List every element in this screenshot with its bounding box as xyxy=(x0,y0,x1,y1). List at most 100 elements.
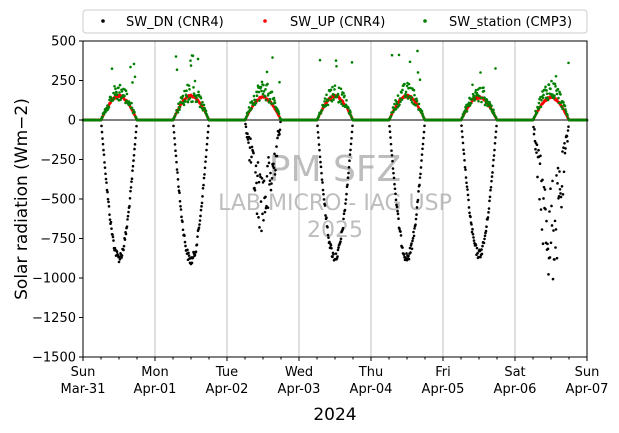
point-sw-dn xyxy=(260,177,264,180)
point-sw-dn xyxy=(490,179,493,183)
point-sw-dn xyxy=(253,186,256,190)
point-sw-dn xyxy=(257,216,260,219)
point-sw-station xyxy=(270,102,273,105)
point-sw-dn xyxy=(176,171,179,174)
point-sw-station xyxy=(553,82,557,86)
point-sw-dn xyxy=(113,246,117,250)
point-sw-station xyxy=(415,97,418,101)
point-sw-dn xyxy=(484,229,488,233)
point-sw-dn xyxy=(187,251,190,255)
point-sw-dn xyxy=(561,150,564,153)
point-sw-dn xyxy=(479,255,482,259)
point-sw-dn xyxy=(564,147,567,150)
point-sw-dn xyxy=(490,175,494,178)
point-sw-dn xyxy=(191,256,195,259)
point-sw-dn xyxy=(411,239,414,243)
point-sw-dn xyxy=(545,219,548,223)
point-sw-station xyxy=(263,95,267,98)
x-grid xyxy=(154,41,516,357)
point-sw-dn xyxy=(207,124,210,128)
point-sw-dn xyxy=(132,159,135,162)
point-sw-dn xyxy=(548,210,551,213)
point-sw-dn xyxy=(106,190,109,194)
point-sw-dn xyxy=(334,252,338,256)
point-sw-station xyxy=(549,87,552,91)
point-sw-dn xyxy=(398,227,401,231)
point-sw-dn xyxy=(493,141,497,145)
point-sw-station xyxy=(404,90,408,94)
point-sw-station xyxy=(408,95,411,98)
point-sw-dn xyxy=(328,240,331,244)
point-sw-dn xyxy=(255,212,259,216)
point-sw-dn xyxy=(342,212,346,216)
point-sw-station xyxy=(182,101,185,105)
point-sw-dn xyxy=(421,142,425,146)
point-sw-station xyxy=(272,96,276,100)
point-sw-dn xyxy=(206,136,209,140)
point-sw-dn xyxy=(488,195,492,199)
point-sw-dn xyxy=(256,161,260,164)
point-sw-dn xyxy=(466,188,469,191)
point-sw-station xyxy=(191,100,194,103)
point-sw-station xyxy=(334,59,338,62)
point-sw-dn xyxy=(388,130,392,134)
point-sw-station xyxy=(406,97,410,100)
point-sw-dn xyxy=(391,167,395,170)
point-sw-station xyxy=(407,86,410,90)
point-sw-dn xyxy=(344,198,348,201)
point-sw-station xyxy=(337,86,341,90)
point-sw-station xyxy=(544,85,547,89)
point-sw-dn xyxy=(422,130,426,134)
point-sw-dn xyxy=(247,141,250,144)
point-sw-station xyxy=(110,67,114,71)
point-sw-dn xyxy=(343,208,347,212)
point-sw-dn xyxy=(180,215,183,219)
point-sw-station xyxy=(480,96,484,100)
point-sw-station xyxy=(339,100,342,103)
point-sw-station xyxy=(417,102,421,106)
point-sw-dn xyxy=(553,258,556,261)
legend: SW_DN (CNR4) SW_UP (CNR4) SW_station (CM… xyxy=(82,9,588,34)
point-sw-station xyxy=(470,97,474,101)
point-sw-dn xyxy=(418,183,421,187)
point-sw-dn xyxy=(555,256,559,260)
point-sw-dn xyxy=(488,199,491,203)
point-sw-station xyxy=(540,98,543,102)
scatter-points xyxy=(81,49,589,281)
point-sw-station xyxy=(195,100,199,103)
point-sw-dn xyxy=(126,218,129,221)
point-sw-dn xyxy=(476,251,479,255)
point-sw-dn xyxy=(332,253,335,256)
point-sw-dn xyxy=(203,166,207,170)
point-sw-station xyxy=(125,92,129,96)
point-sw-dn xyxy=(550,224,554,227)
point-sw-dn xyxy=(349,148,352,152)
point-sw-station xyxy=(191,54,195,58)
point-sw-dn xyxy=(246,132,249,136)
point-sw-station xyxy=(414,103,418,107)
point-sw-dn xyxy=(278,128,282,132)
point-sw-station xyxy=(323,100,326,103)
point-sw-station xyxy=(174,55,178,58)
point-sw-station xyxy=(396,94,400,97)
point-sw-station xyxy=(188,87,191,91)
x-tick-label-day: Wed xyxy=(285,365,313,380)
point-sw-station xyxy=(124,101,127,105)
point-sw-dn xyxy=(421,147,424,151)
point-sw-dn xyxy=(467,198,470,202)
point-sw-station xyxy=(472,94,476,98)
point-sw-station xyxy=(390,53,394,57)
point-sw-station xyxy=(201,100,204,104)
point-sw-dn xyxy=(326,225,329,229)
point-sw-dn xyxy=(350,130,354,134)
point-sw-station xyxy=(198,105,202,109)
point-sw-dn xyxy=(560,185,564,188)
point-sw-dn xyxy=(272,166,276,170)
point-sw-station xyxy=(551,93,554,96)
point-sw-dn xyxy=(464,176,468,179)
point-sw-station xyxy=(394,107,398,111)
point-sw-station xyxy=(539,105,543,109)
point-sw-station xyxy=(557,101,561,105)
point-sw-dn xyxy=(389,142,393,146)
point-sw-dn xyxy=(263,210,267,214)
